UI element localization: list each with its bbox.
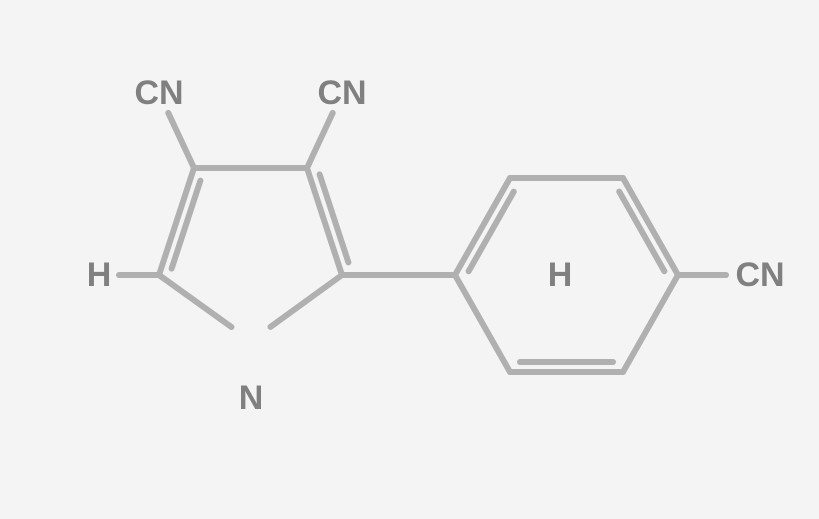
atom-label: CN: [317, 74, 366, 112]
atom-label: CN: [134, 74, 183, 112]
diagram-background: [0, 0, 819, 519]
atom-label: H: [548, 256, 573, 294]
atom-label: H: [87, 256, 112, 294]
atom-label: CN: [735, 256, 784, 294]
chemical-structure-diagram: CN CN H N CN H: [0, 0, 819, 519]
atom-label: N: [239, 379, 264, 417]
